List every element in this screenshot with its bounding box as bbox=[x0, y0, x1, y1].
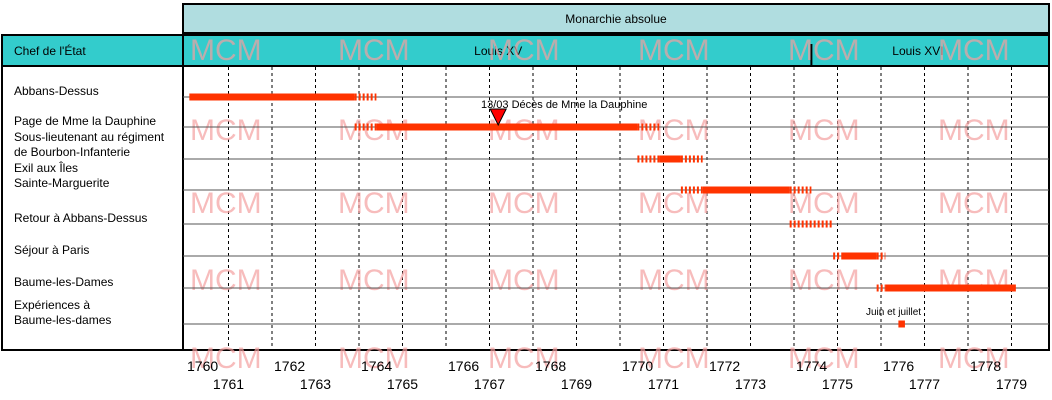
row-label: Page de Mme la Dauphine bbox=[14, 114, 156, 128]
axis-tick-label: 1768 bbox=[535, 358, 566, 374]
watermark-text: MCM bbox=[938, 114, 1010, 147]
dauphine-death-annotation: 13/03 Décès de Mme la Dauphine bbox=[481, 99, 647, 111]
watermark-text: MCM bbox=[488, 34, 560, 67]
watermark-text: MCM bbox=[938, 34, 1010, 67]
axis-tick-label: 1778 bbox=[970, 358, 1001, 374]
head-of-state-label: Chef de l'État bbox=[14, 43, 86, 58]
axis-tick-label: 1767 bbox=[474, 376, 505, 392]
axis-tick-label: 1761 bbox=[213, 376, 244, 392]
watermark-text: MCM bbox=[938, 187, 1010, 220]
event-bar bbox=[659, 155, 681, 163]
event-bar bbox=[702, 186, 790, 194]
watermark-text: MCM bbox=[638, 34, 710, 67]
watermark-text: MCM bbox=[788, 187, 860, 220]
event-bar bbox=[189, 93, 355, 101]
axis-tick-label: 1774 bbox=[796, 358, 827, 374]
axis-tick-label: 1766 bbox=[448, 358, 479, 374]
axis-tick-label: 1775 bbox=[822, 376, 853, 392]
event-bar bbox=[885, 284, 1016, 292]
regime-label: Monarchie absolue bbox=[565, 12, 667, 26]
watermark-text: MCM bbox=[638, 114, 710, 147]
watermark-text: MCM bbox=[938, 342, 1010, 375]
axis-tick-label: 1777 bbox=[909, 376, 940, 392]
watermark-text: MCM bbox=[190, 187, 262, 220]
event-bar bbox=[841, 252, 877, 260]
regime-band bbox=[182, 3, 1050, 34]
rows-frame bbox=[1, 65, 1050, 351]
reign-label: Louis XV bbox=[474, 44, 522, 58]
row-label: Baume-les-Dames bbox=[14, 275, 113, 289]
watermark-layer: MCM MCM MCM MCM MCM MCM MCM MCM MCM MCM MCM MCM MCM M… bbox=[190, 34, 1010, 375]
axis-tick-label: 1764 bbox=[361, 358, 392, 374]
event-bar bbox=[376, 123, 638, 131]
watermark-text: MCM bbox=[638, 342, 710, 375]
axis-tick-label: 1765 bbox=[387, 376, 418, 392]
axis-tick-label: 1776 bbox=[883, 358, 914, 374]
watermark-text: MCM bbox=[190, 114, 262, 147]
watermark-text: MCM bbox=[338, 187, 410, 220]
row-label: Abbans-Dessus bbox=[14, 84, 99, 98]
row-label: Retour à Abbans-Dessus bbox=[14, 211, 147, 225]
reign-layer: Louis XV Louis XVI bbox=[474, 44, 944, 66]
watermark-text: MCM bbox=[338, 34, 410, 67]
watermark-text: MCM bbox=[938, 264, 1010, 297]
axis-tick-label: 1773 bbox=[735, 376, 766, 392]
watermark-text: MCM bbox=[488, 342, 560, 375]
axis-tick-label: 1769 bbox=[561, 376, 592, 392]
row-label: Exil aux Îles Sainte-Marguerite bbox=[14, 160, 110, 190]
row-label: Sous-lieutenant au régiment de Bourbon-In… bbox=[14, 130, 165, 159]
event-bar bbox=[898, 320, 905, 328]
watermark-text: MCM bbox=[338, 264, 410, 297]
experiments-annotation: Juin et juillet bbox=[866, 307, 921, 318]
grid-layer bbox=[228, 67, 1012, 349]
head-of-state-band bbox=[1, 34, 1050, 67]
watermark-text: MCM bbox=[338, 342, 410, 375]
watermark-text: MCM bbox=[190, 34, 262, 67]
axis-tick-label: 1770 bbox=[622, 358, 653, 374]
watermark-text: MCM bbox=[638, 187, 710, 220]
axis-tick-label: 1771 bbox=[648, 376, 679, 392]
bar-layer bbox=[189, 93, 1016, 328]
axis-tick-label: 1762 bbox=[274, 358, 305, 374]
reign-label: Louis XVI bbox=[892, 44, 943, 58]
event-marker bbox=[489, 108, 508, 127]
watermark-text: MCM bbox=[638, 264, 710, 297]
watermark-text: MCM bbox=[788, 34, 860, 67]
watermark-text: MCM bbox=[190, 264, 262, 297]
axis-tick-label: 1779 bbox=[996, 376, 1027, 392]
axis-tick-label: 1772 bbox=[709, 358, 740, 374]
watermark-text: MCM bbox=[788, 114, 860, 147]
axis-tick-label: 1760 bbox=[187, 358, 218, 374]
axis-layer: 1760 1762 1764 1766 1768 1770 1772 1774 1776 1778… bbox=[187, 358, 1027, 392]
row-label: Expériences à Baume-les-dames bbox=[14, 298, 111, 327]
watermark-text: MCM bbox=[488, 187, 560, 220]
axis-tick-label: 1763 bbox=[300, 376, 331, 392]
watermark-text: MCM bbox=[788, 342, 860, 375]
watermark-text: MCM bbox=[788, 264, 860, 297]
watermark-text: MCM bbox=[488, 264, 560, 297]
watermark-text: MCM bbox=[190, 342, 262, 375]
row-label: Séjour à Paris bbox=[14, 243, 89, 257]
